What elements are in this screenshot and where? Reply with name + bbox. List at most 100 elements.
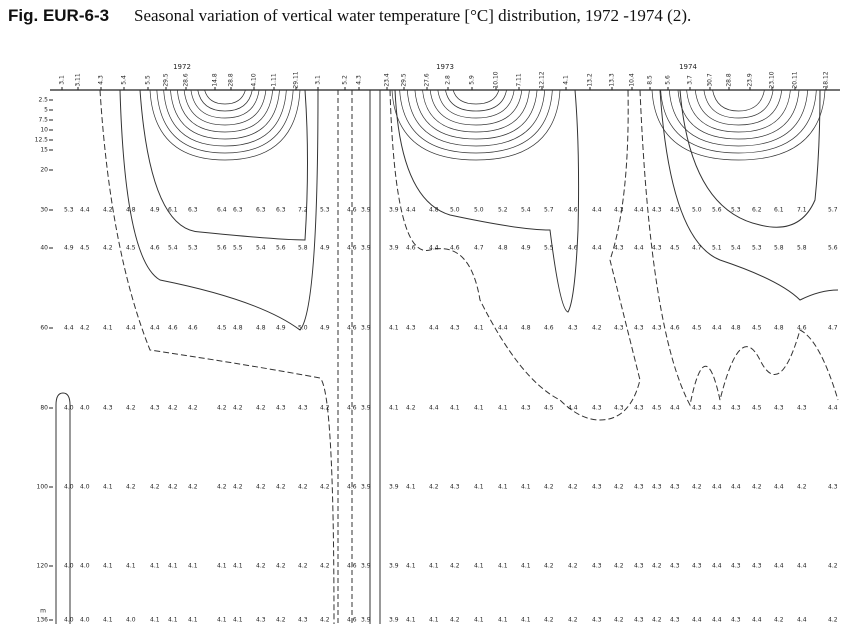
temperature-value: 4.1 [168,563,178,570]
temperature-value: 4.5 [126,245,136,252]
temperature-value: 6.3 [188,207,198,214]
isotherm [660,89,817,154]
temperature-value: 4.2 [126,405,136,412]
temperature-value: 4.3 [731,405,741,412]
isotherm [163,89,287,147]
isotherm [204,89,246,105]
isotherm [712,89,765,112]
temperature-value: 4.3 [634,563,644,570]
isotherm [55,392,71,624]
temperature-value: 4.9 [320,245,330,252]
temperature-value: 5.4 [731,245,741,252]
temperature-value: 6.3 [256,207,266,214]
temperature-value: 4.7 [828,325,838,332]
temperature-value: 4.3 [592,617,602,624]
isotherm [394,89,580,313]
temperature-value: 4.1 [188,617,198,624]
isotherm [190,89,260,119]
temperature-value: 4.1 [498,405,508,412]
date-label: 8.5 [647,75,654,85]
temperature-value: 4.4 [406,207,416,214]
temperature-value: 4.4 [797,617,807,624]
temperature-value: 4.2 [544,563,554,570]
temperature-value: 4.2 [233,484,243,491]
depth-label: 15 [40,147,48,154]
temperature-value: 4.1 [103,617,113,624]
date-label: 20.11 [792,71,799,88]
temperature-value: 4.6 [568,207,578,214]
date-label: 5.5 [145,75,152,85]
temperature-value: 4.2 [256,563,266,570]
temperature-value: 4.1 [126,563,136,570]
date-label: 27.6 [424,73,431,87]
temperature-value: 4.3 [652,325,662,332]
isotherm [445,89,507,112]
date-label: 18.12 [823,71,830,88]
temperature-value: 4.8 [774,325,784,332]
figure-label: Fig. EUR-6-3 [8,6,110,25]
depth-label: 10 [40,127,48,134]
temperature-value: 4.3 [150,405,160,412]
temperature-value: 4.4 [692,617,702,624]
temperature-value: 4.4 [774,563,784,570]
depth-label: 136 [37,617,49,624]
temperature-value: 5.7 [544,207,554,214]
temperature-value: 4.1 [429,563,439,570]
temperature-value: 4.1 [406,563,416,570]
temperature-value: 4.3 [592,484,602,491]
temperature-value: 4.1 [188,563,198,570]
temperature-value: 4.6 [797,325,807,332]
isotherm [197,89,253,112]
date-label: 3.1 [315,75,322,85]
temperature-value: 4.2 [828,617,838,624]
temperature-value: 4.4 [592,245,602,252]
temperature-value: 4.8 [126,207,136,214]
temperature-value: 4.1 [521,563,531,570]
temperature-value: 7.1 [797,207,807,214]
temperature-value: 4.3 [652,207,662,214]
temperature-value: 4.4 [634,207,644,214]
date-label: 29.5 [163,73,170,87]
temperature-value: 4.0 [64,617,74,624]
isotherm [668,89,809,147]
temperature-value: 5.3 [752,245,762,252]
temperature-value: 4.1 [406,484,416,491]
temperature-value: 4.3 [774,405,784,412]
temperature-value: 4.4 [712,617,722,624]
temperature-value: 3.9 [389,617,399,624]
temperature-value: 4.3 [592,405,602,412]
temperature-value: 4.1 [389,325,399,332]
temperature-value: 4.3 [256,617,266,624]
isotherm [659,89,839,301]
date-label: 12.12 [539,71,546,88]
temperature-value: 4.1 [498,484,508,491]
temperature-value: 4.3 [298,405,308,412]
temperature-value: 4.5 [652,405,662,412]
temperature-value: 4.2 [774,617,784,624]
temperature-value: 4.4 [498,325,508,332]
temperature-value: 4.1 [450,405,460,412]
temperature-value: 5.8 [298,245,308,252]
temperature-value: 4.3 [103,405,113,412]
depth-label: 60 [40,325,48,332]
isotherm [391,89,561,161]
temperature-value: 4.3 [614,245,624,252]
temperature-value: 4.4 [712,563,722,570]
date-label: 30.7 [707,73,714,87]
year-label: 1974 [679,63,697,71]
temperature-value: 5.3 [731,207,741,214]
temperature-value: 4.8 [521,325,531,332]
isotherm [686,89,791,133]
isotherm [119,89,319,331]
temperature-value: 4.2 [320,405,330,412]
temperature-value: 4.4 [670,405,680,412]
temperature-value: 4.5 [752,405,762,412]
depth-label: 80 [40,405,48,412]
isotherm [389,89,641,421]
isotherm [176,89,274,133]
temperature-value: 4.6 [347,207,357,214]
temperature-value: 5.3 [188,245,198,252]
temperature-value: 4.2 [298,563,308,570]
depth-label: 40 [40,245,48,252]
temperature-value: 4.3 [652,484,662,491]
